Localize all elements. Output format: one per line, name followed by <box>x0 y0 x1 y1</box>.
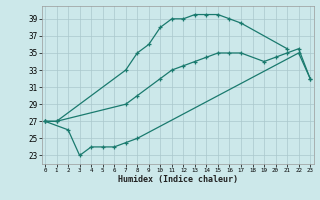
X-axis label: Humidex (Indice chaleur): Humidex (Indice chaleur) <box>118 175 237 184</box>
